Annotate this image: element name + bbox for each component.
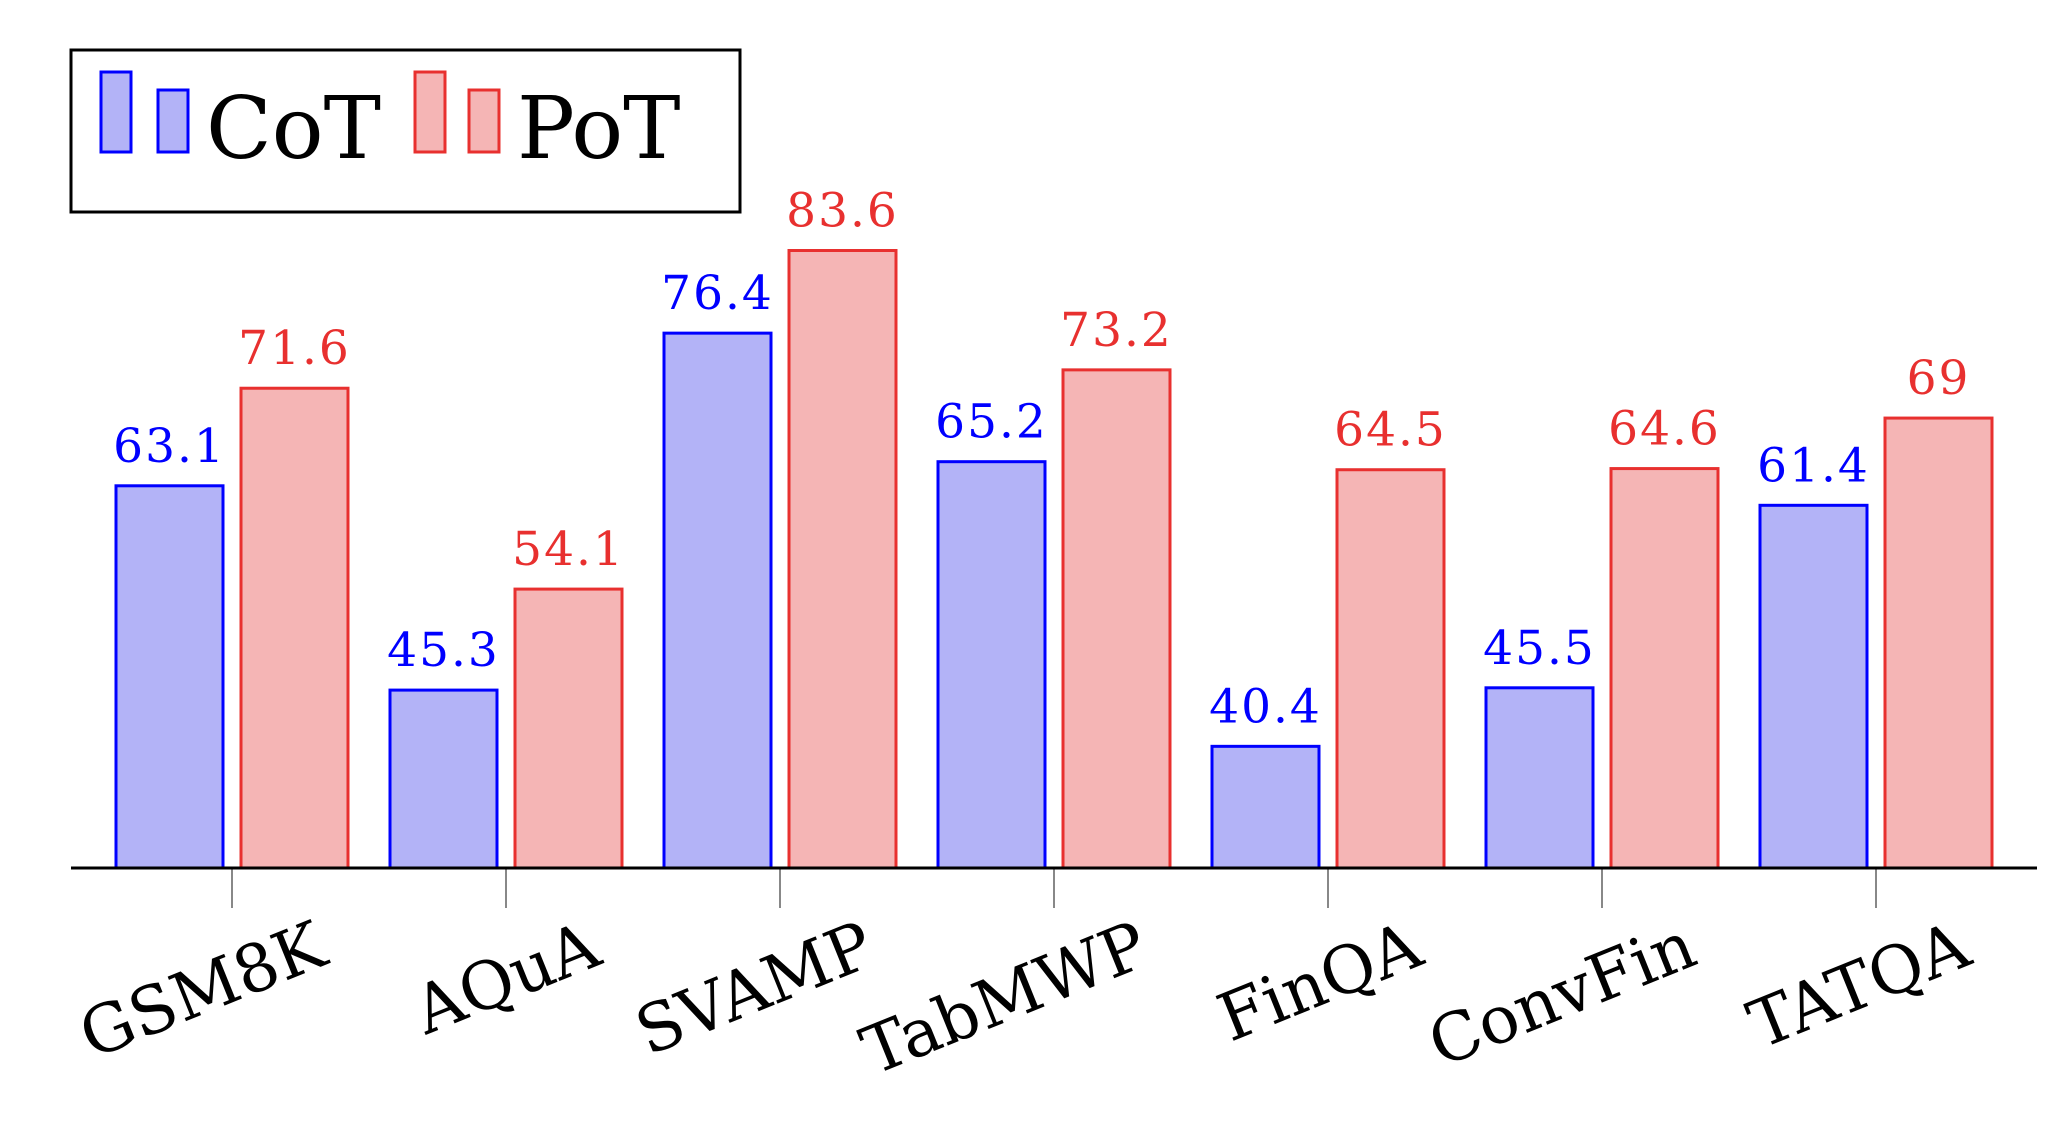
value-label-pot-gsm8k: 71.6 [238,321,351,376]
value-label-cot-finqa: 40.4 [1209,679,1322,734]
bar-cot-aqua [388,688,499,870]
value-label-cot-convfin: 45.5 [1483,621,1596,676]
legend-label-cot: CoT [206,79,381,179]
bar-pot-svamp [787,249,898,870]
x-tick-label-tatqa: TATQA [1738,906,1982,1064]
x-tick-label-tabmwp: TabMWP [851,906,1158,1090]
x-tick-label-aqua: AQuA [402,906,611,1050]
legend-swatch-cot-2 [156,88,190,154]
legend-swatch-pot-2 [467,88,501,154]
value-label-pot-aqua: 54.1 [512,522,625,577]
value-label-pot-tatqa: 69 [1907,351,1971,406]
value-label-cot-svamp: 76.4 [661,266,774,321]
value-label-cot-tabmwp: 65.2 [935,395,1048,450]
value-label-pot-svamp: 83.6 [786,184,899,239]
bar-pot-finqa [1335,468,1446,870]
x-axis [71,866,2037,908]
legend-swatch-cot-1 [99,70,133,154]
bar-pot-aqua [513,587,624,870]
x-tick-label-convfin: ConvFin [1418,906,1706,1082]
bar-cot-svamp [662,331,773,870]
legend: CoT PoT [69,48,742,214]
bar-cot-tatqa [1758,503,1869,870]
bar-pot-convfin [1609,467,1720,870]
bar-pot-tatqa [1883,416,1994,870]
bar-cot-finqa [1210,744,1321,870]
bar-pot-tabmwp [1061,368,1172,870]
value-label-pot-tabmwp: 73.2 [1060,303,1173,358]
bar-pot-gsm8k [239,386,350,870]
x-tick-label-finqa: FinQA [1207,906,1433,1057]
x-tick-label-svamp: SVAMP [625,906,884,1070]
bar-cot-gsm8k [114,484,225,870]
value-labels-layer: 63.171.6 45.354.1 76.483.6 65.273.2 40.4 64.5… [113,184,1971,735]
bars-layer [114,249,1994,870]
value-label-pot-convfin: 64.6 [1608,402,1721,457]
x-tick-label-gsm8k: GSM8K [69,906,338,1074]
value-label-pot-finqa: 64.5 [1334,403,1447,458]
bar-cot-convfin [1484,686,1595,870]
legend-label-pot: PoT [517,79,681,179]
value-label-cot-tatqa: 61.4 [1757,438,1870,493]
value-label-cot-aqua: 45.3 [387,623,500,678]
legend-swatch-pot-1 [413,70,447,154]
value-label-cot-gsm8k: 63.1 [113,419,226,474]
bar-cot-tabmwp [936,460,1047,870]
